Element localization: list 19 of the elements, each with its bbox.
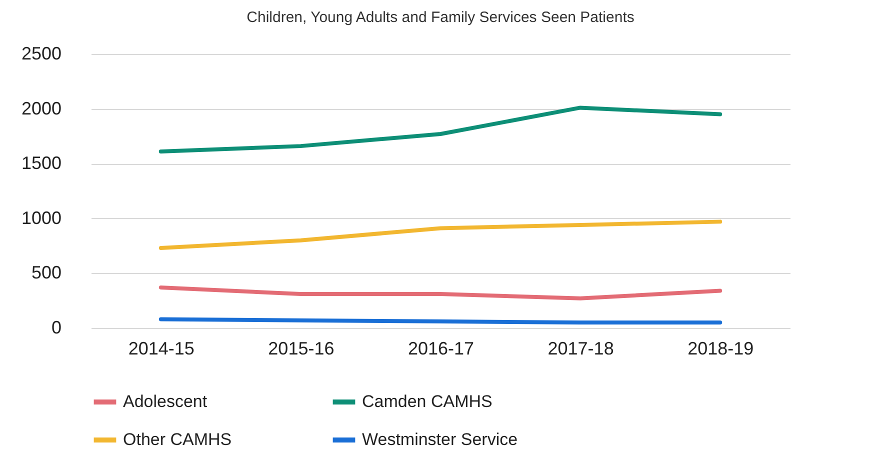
- line-series: [158, 285, 722, 300]
- chart-title: Children, Young Adults and Family Services Seen Patients: [246, 9, 634, 26]
- y-tick-label: 2500: [21, 44, 62, 64]
- y-tick-label: 500: [31, 262, 62, 283]
- x-tick-label: 2017-18: [548, 338, 614, 358]
- legend-label: Westminster Service: [362, 430, 518, 449]
- legend-label: Camden CAMHS: [362, 392, 492, 411]
- line-series: [158, 220, 722, 250]
- legend-label: Adolescent: [123, 392, 208, 411]
- y-tick-label: 1000: [21, 208, 62, 228]
- legend-label: Other CAMHS: [123, 430, 232, 449]
- y-tick-label: 1500: [21, 153, 62, 174]
- x-tick-label: 2018-19: [688, 338, 754, 358]
- line-series: [158, 106, 722, 154]
- x-tick-label: 2016-17: [408, 338, 474, 358]
- x-tick-label: 2014-15: [128, 338, 194, 358]
- x-tick-label: 2015-16: [268, 338, 334, 358]
- y-tick-label: 0: [51, 318, 62, 338]
- y-tick-label: 2000: [21, 98, 62, 118]
